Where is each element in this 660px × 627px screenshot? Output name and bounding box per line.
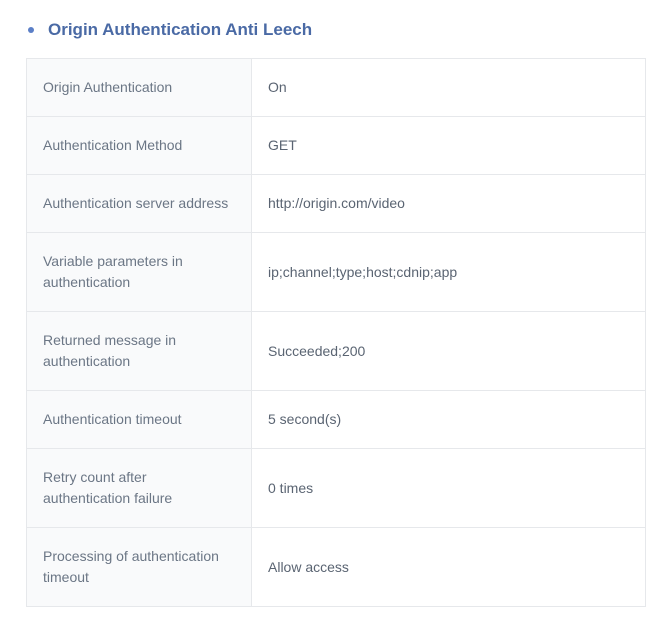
table-row: Processing of authentication timeout All…	[27, 528, 645, 606]
config-label-authentication-server-address: Authentication server address	[27, 175, 252, 232]
table-row: Authentication server address http://ori…	[27, 175, 645, 233]
config-value-origin-authentication: On	[252, 59, 645, 116]
config-label-returned-message: Returned message in authentication	[27, 312, 252, 390]
table-row: Returned message in authentication Succe…	[27, 312, 645, 391]
config-value-returned-message: Succeeded;200	[252, 312, 645, 390]
section-title: Origin Authentication Anti Leech	[48, 20, 312, 40]
bullet-icon	[28, 27, 34, 33]
config-value-authentication-timeout: 5 second(s)	[252, 391, 645, 448]
config-value-retry-count: 0 times	[252, 449, 645, 527]
config-value-processing-timeout: Allow access	[252, 528, 645, 606]
config-table: Origin Authentication On Authentication …	[26, 58, 646, 607]
table-row: Origin Authentication On	[27, 59, 645, 117]
table-row: Authentication Method GET	[27, 117, 645, 175]
table-row: Authentication timeout 5 second(s)	[27, 391, 645, 449]
config-value-variable-parameters: ip;channel;type;host;cdnip;app	[252, 233, 645, 311]
config-label-authentication-timeout: Authentication timeout	[27, 391, 252, 448]
section-header: Origin Authentication Anti Leech	[20, 20, 640, 40]
config-label-retry-count: Retry count after authentication failure	[27, 449, 252, 527]
table-row: Retry count after authentication failure…	[27, 449, 645, 528]
config-label-variable-parameters: Variable parameters in authentication	[27, 233, 252, 311]
table-row: Variable parameters in authentication ip…	[27, 233, 645, 312]
config-label-processing-timeout: Processing of authentication timeout	[27, 528, 252, 606]
config-value-authentication-server-address: http://origin.com/video	[252, 175, 645, 232]
config-label-origin-authentication: Origin Authentication	[27, 59, 252, 116]
config-value-authentication-method: GET	[252, 117, 645, 174]
config-label-authentication-method: Authentication Method	[27, 117, 252, 174]
